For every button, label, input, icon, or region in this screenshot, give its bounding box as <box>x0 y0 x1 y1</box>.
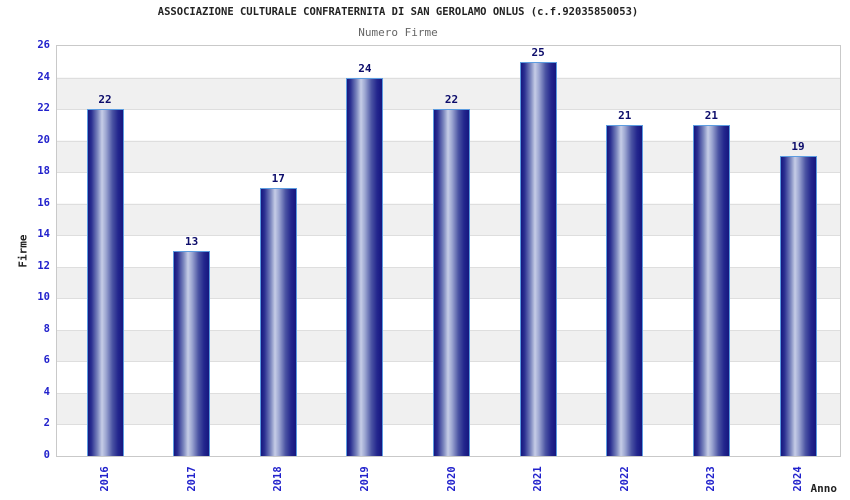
y-tick-label: 20 <box>37 133 50 146</box>
x-tick-label: 2020 <box>445 466 458 492</box>
y-tick-label: 2 <box>43 417 50 430</box>
x-tick-label: 2019 <box>358 466 371 492</box>
x-tick-label: 2018 <box>272 466 285 492</box>
y-tick-label: 10 <box>37 291 50 304</box>
y-tick-label: 4 <box>43 385 50 398</box>
x-tick-label: 2017 <box>185 466 198 492</box>
bar-value-label: 22 <box>444 93 459 107</box>
y-tick-label: 12 <box>37 259 50 272</box>
plot-area <box>56 45 841 457</box>
y-tick-label: 18 <box>37 165 50 178</box>
bar-2021 <box>519 61 557 456</box>
bar-2020 <box>433 109 470 456</box>
y-tick-label: 6 <box>43 354 50 367</box>
y-tick-label: 22 <box>37 102 50 115</box>
bar-2018 <box>259 187 297 456</box>
bar-value-label: 25 <box>531 45 545 59</box>
chart-title: ASSOCIAZIONE CULTURALE CONFRATERNITA DI … <box>157 6 639 18</box>
bar-value-label: 17 <box>271 171 285 185</box>
x-tick-label: 2024 <box>792 466 804 492</box>
y-tick-label: 26 <box>37 39 50 51</box>
x-tick-label: 2022 <box>618 466 631 492</box>
bar-2022 <box>606 124 644 456</box>
bar-2016 <box>86 109 124 456</box>
y-tick-label: 24 <box>37 70 50 83</box>
chart-subtitle: Numero Firme <box>358 26 438 39</box>
y-tick-label: 16 <box>37 196 50 209</box>
y-tick-label: 8 <box>43 322 50 335</box>
bar-value-label: 21 <box>618 108 632 122</box>
x-tick-label: 2021 <box>532 466 545 492</box>
bar-2023 <box>692 124 730 456</box>
bar-2017 <box>173 251 211 456</box>
bar-value-label: 22 <box>98 93 112 107</box>
bar-value-label: 13 <box>185 235 199 248</box>
bar-2019 <box>346 77 384 456</box>
bar-value-label: 21 <box>704 108 718 122</box>
x-tick-label: 2016 <box>99 466 111 492</box>
y-tick-label: 14 <box>37 228 50 241</box>
bar-2024 <box>779 156 817 456</box>
gridline <box>57 77 840 79</box>
bar-value-label: 19 <box>791 140 805 154</box>
x-tick-label: 2023 <box>705 466 718 492</box>
y-tick-label: 0 <box>43 449 50 461</box>
x-axis-title: Anno <box>810 482 838 495</box>
bar-value-label: 24 <box>358 61 372 75</box>
